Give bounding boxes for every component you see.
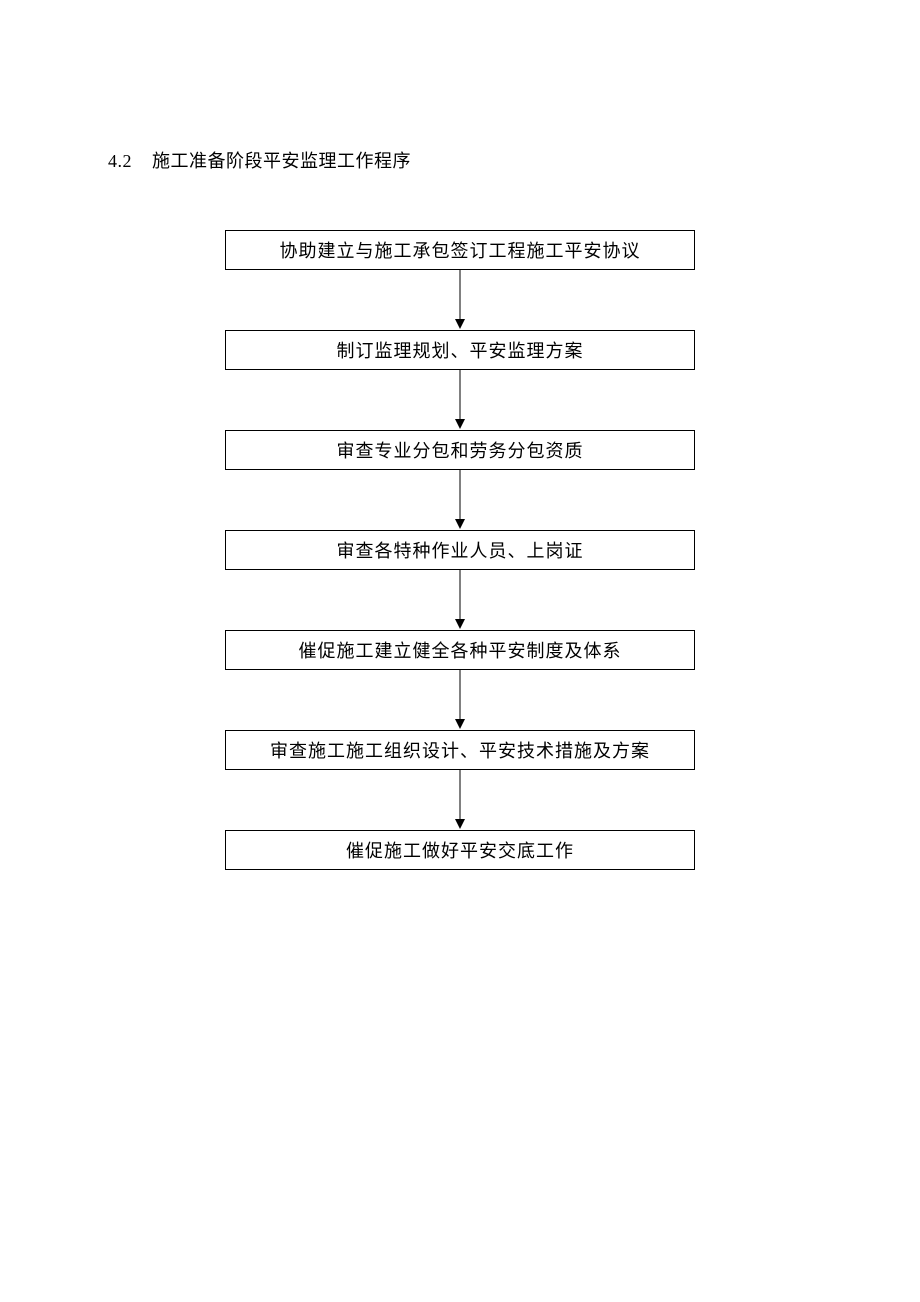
flow-node-label: 催促施工建立健全各种平安制度及体系 [299, 637, 622, 663]
flow-edge-arrowhead [455, 319, 465, 329]
flow-node-n4: 审查各特种作业人员、上岗证 [225, 530, 695, 570]
flow-node-label: 催促施工做好平安交底工作 [346, 837, 574, 863]
heading-title: 施工准备阶段平安监理工作程序 [152, 151, 411, 171]
flow-edge-line [460, 270, 461, 320]
flow-node-label: 制订监理规划、平安监理方案 [337, 337, 584, 363]
flow-edge-arrowhead [455, 819, 465, 829]
flow-node-n6: 审查施工施工组织设计、平安技术措施及方案 [225, 730, 695, 770]
flow-node-n1: 协助建立与施工承包签订工程施工平安协议 [225, 230, 695, 270]
flow-node-label: 审查施工施工组织设计、平安技术措施及方案 [270, 737, 650, 763]
flow-edge-arrowhead [455, 719, 465, 729]
flow-edge-line [460, 570, 461, 620]
section-heading: 4.2 施工准备阶段平安监理工作程序 [108, 147, 411, 173]
flow-edge-line [460, 770, 461, 820]
flow-node-n3: 审查专业分包和劳务分包资质 [225, 430, 695, 470]
flow-node-n7: 催促施工做好平安交底工作 [225, 830, 695, 870]
flow-node-label: 审查各特种作业人员、上岗证 [337, 537, 584, 563]
flow-node-label: 审查专业分包和劳务分包资质 [337, 437, 584, 463]
flow-edge-arrowhead [455, 619, 465, 629]
flow-edge-line [460, 670, 461, 720]
flow-node-label: 协助建立与施工承包签订工程施工平安协议 [280, 237, 641, 263]
flow-edge-arrowhead [455, 419, 465, 429]
heading-number: 4.2 [108, 151, 132, 171]
flow-edge-arrowhead [455, 519, 465, 529]
flow-edge-line [460, 470, 461, 520]
flow-node-n2: 制订监理规划、平安监理方案 [225, 330, 695, 370]
flow-edge-line [460, 370, 461, 420]
flow-node-n5: 催促施工建立健全各种平安制度及体系 [225, 630, 695, 670]
